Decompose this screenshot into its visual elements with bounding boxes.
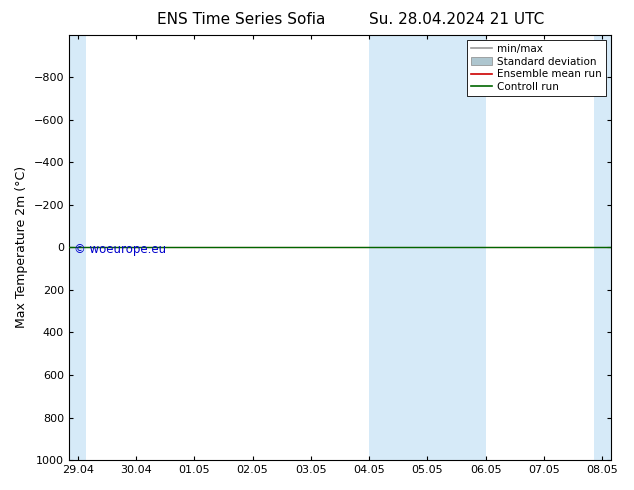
Bar	[69, 35, 86, 460]
Bar	[593, 35, 611, 460]
Text: ENS Time Series Sofia: ENS Time Series Sofia	[157, 12, 325, 27]
Text: Su. 28.04.2024 21 UTC: Su. 28.04.2024 21 UTC	[369, 12, 544, 27]
Y-axis label: Max Temperature 2m (°C): Max Temperature 2m (°C)	[15, 166, 28, 328]
Legend: min/max, Standard deviation, Ensemble mean run, Controll run: min/max, Standard deviation, Ensemble me…	[467, 40, 606, 96]
Bar	[369, 35, 486, 460]
Text: © woeurope.eu: © woeurope.eu	[74, 243, 167, 256]
